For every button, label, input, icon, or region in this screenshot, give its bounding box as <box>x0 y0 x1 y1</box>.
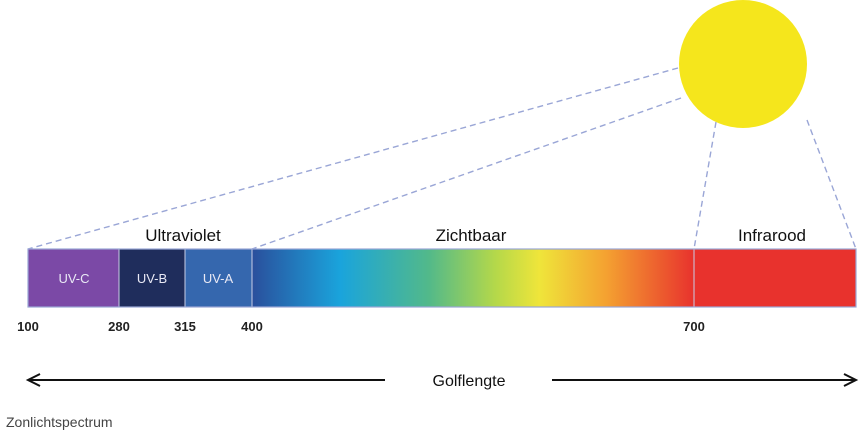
region-label-ultraviolet: Ultraviolet <box>145 226 221 245</box>
tick-label: 280 <box>108 319 130 334</box>
band-uva <box>185 249 252 307</box>
region-label-visible: Zichtbaar <box>436 226 507 245</box>
region-label-infrared: Infrarood <box>738 226 806 245</box>
band-uvc <box>28 249 119 307</box>
tick-label: 400 <box>241 319 263 334</box>
band-visible <box>252 249 694 307</box>
wavelength-arrow <box>25 373 859 387</box>
spectrum-bar <box>27 248 857 308</box>
sun-icon <box>679 0 807 128</box>
tick-label: 315 <box>174 319 196 334</box>
spectrum-bar-border <box>27 248 857 308</box>
ir-projection-line-right <box>806 119 857 250</box>
projection-lines <box>27 67 857 250</box>
axis-label-wavelength: Golflengte <box>433 373 506 390</box>
band-uvb <box>119 249 185 307</box>
tick-label: 700 <box>683 319 705 334</box>
band-label-uvc: UV-C <box>58 271 89 286</box>
tick-label: 100 <box>17 319 39 334</box>
uv-projection-line-left <box>27 67 679 250</box>
arrow-head-left-icon <box>25 373 41 387</box>
band-label-uvb: UV-B <box>137 271 167 286</box>
ir-projection-line-left <box>693 121 717 250</box>
band-label-uva: UV-A <box>203 271 234 286</box>
arrow-head-right-icon <box>843 373 859 387</box>
uv-projection-line-right <box>251 97 682 250</box>
caption: Zonlichtspectrum <box>6 414 113 430</box>
band-infrared <box>694 249 856 307</box>
